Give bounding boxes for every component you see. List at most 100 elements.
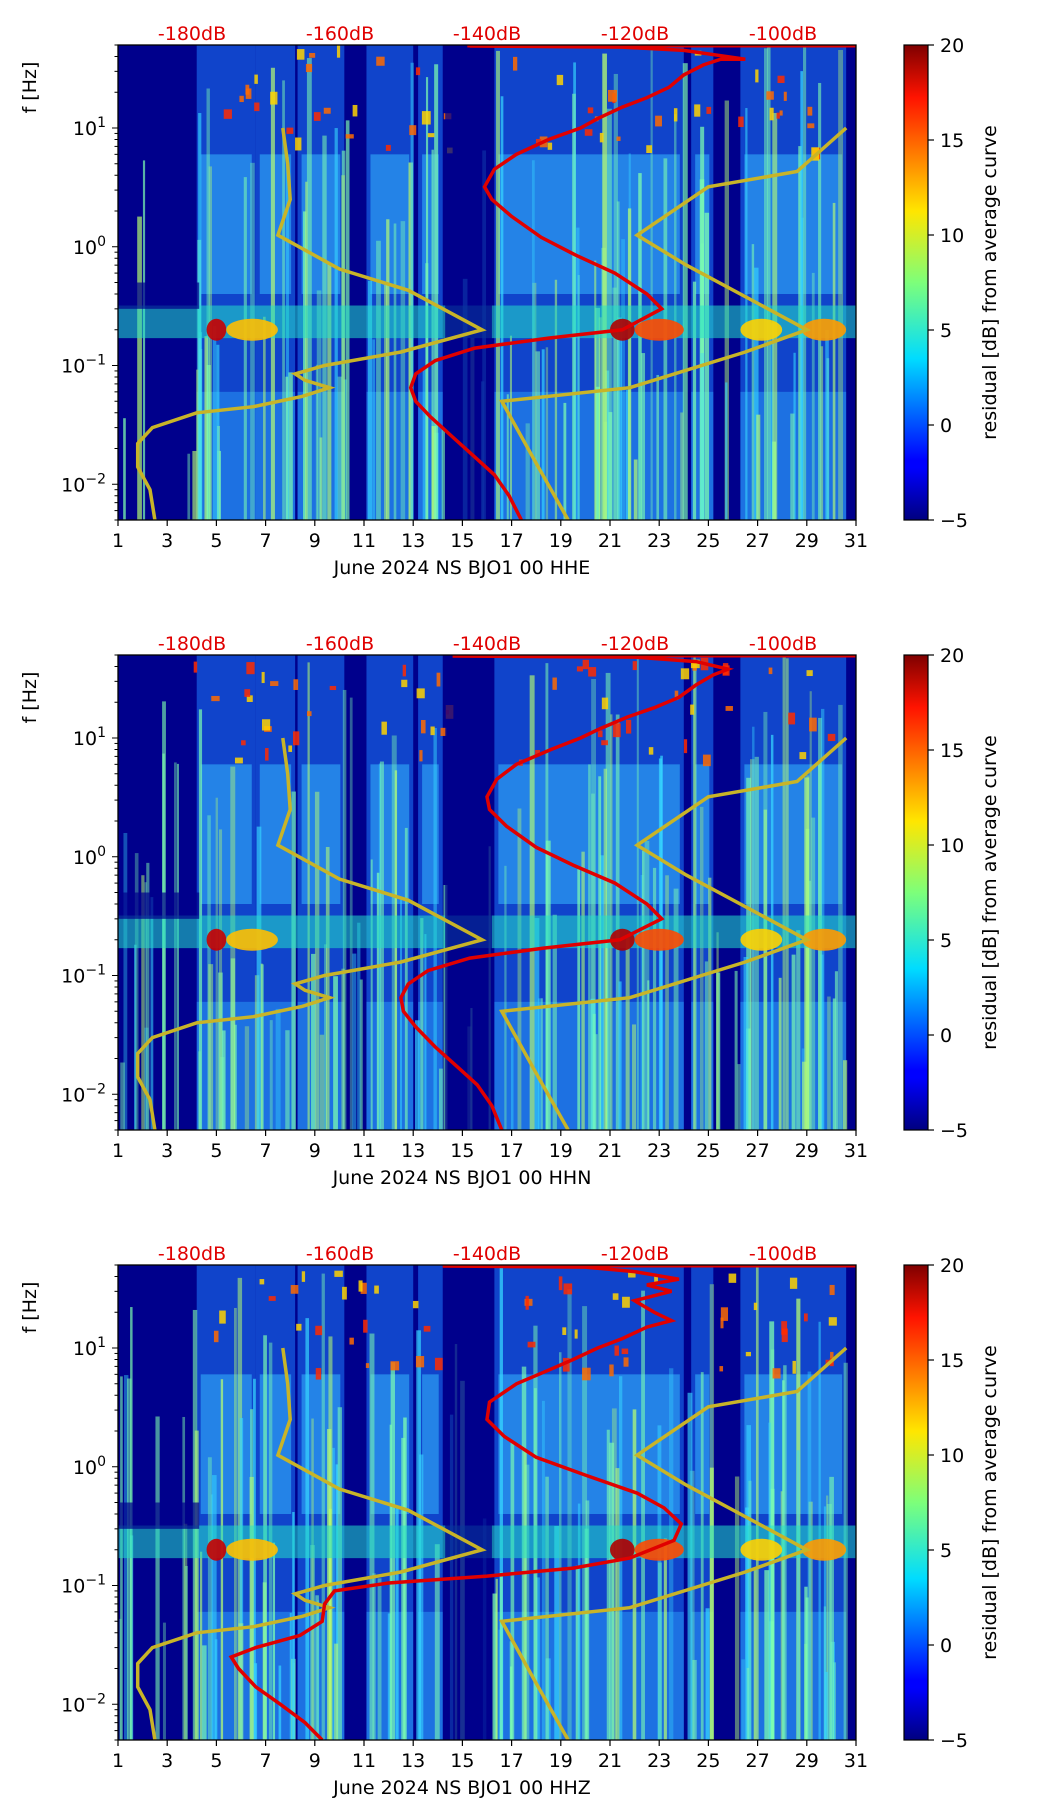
streak xyxy=(216,344,220,520)
streak xyxy=(400,221,406,520)
db-scale-label: -180dB xyxy=(158,1243,226,1265)
streak xyxy=(220,1379,224,1740)
quiet-zone xyxy=(118,892,200,919)
streak xyxy=(192,450,197,520)
x-tick-label: 21 xyxy=(598,530,622,552)
streak xyxy=(291,791,296,1130)
streak xyxy=(325,846,330,1130)
hf-patch xyxy=(807,123,815,129)
hf-patch xyxy=(720,1317,724,1329)
quiet-column xyxy=(445,1265,492,1740)
x-tick-label: 1 xyxy=(112,1750,124,1772)
x-tick-label: 25 xyxy=(696,1140,720,1162)
streak xyxy=(327,263,332,520)
day-band-low xyxy=(691,1001,714,1130)
hf-patch xyxy=(535,750,541,757)
streak xyxy=(591,793,595,1130)
hf-patch xyxy=(385,144,391,151)
streak xyxy=(386,219,390,520)
streak xyxy=(800,71,804,520)
streak xyxy=(499,1572,503,1740)
day-band-low xyxy=(255,1611,296,1740)
plot-area xyxy=(118,655,856,1130)
hf-patch xyxy=(430,726,435,736)
hf-patch xyxy=(345,134,354,139)
streak xyxy=(770,322,774,520)
hf-patch xyxy=(427,133,435,138)
streak xyxy=(582,1306,588,1740)
streak xyxy=(425,263,429,520)
streak xyxy=(657,1562,663,1740)
y-tick-label: 101 xyxy=(73,725,106,750)
db-scale-label: -140dB xyxy=(453,23,521,45)
hf-patch xyxy=(219,1310,226,1324)
colorbar-label: residual [dB] from average curve xyxy=(979,125,1001,440)
streak xyxy=(208,166,212,520)
streak xyxy=(289,1612,292,1740)
hf-patch xyxy=(738,116,744,128)
day-band-core xyxy=(370,154,410,295)
streak xyxy=(202,1645,207,1740)
streak xyxy=(791,954,796,1130)
colorbar-tick-label: 15 xyxy=(940,740,964,762)
colorbar-tick-label: −5 xyxy=(940,510,968,532)
day-band-core xyxy=(744,764,843,905)
hf-patch xyxy=(436,672,441,687)
streak xyxy=(230,958,236,1130)
hf-patch xyxy=(213,1330,219,1343)
hf-patch xyxy=(305,63,313,73)
hf-patch xyxy=(622,1296,630,1308)
hf-patch xyxy=(829,1284,835,1296)
hf-patch xyxy=(293,679,299,690)
day-band-core xyxy=(744,1374,843,1515)
streak xyxy=(554,1525,560,1740)
hf-patch xyxy=(246,662,255,675)
streak xyxy=(319,1034,325,1130)
hf-patch xyxy=(766,91,774,100)
streak xyxy=(275,1008,281,1130)
hf-patch xyxy=(628,1270,636,1278)
streak xyxy=(324,944,327,1130)
streak xyxy=(509,335,512,520)
hf-patch xyxy=(562,1357,570,1372)
streak xyxy=(207,815,211,1130)
streak xyxy=(764,48,768,520)
streak xyxy=(243,177,247,520)
hf-patch xyxy=(683,739,688,754)
x-tick-label: 11 xyxy=(352,530,376,552)
hf-patch xyxy=(525,1295,529,1310)
hf-patch xyxy=(803,1313,808,1322)
streak xyxy=(155,1416,160,1740)
streak xyxy=(552,914,557,1130)
streak xyxy=(233,1307,237,1740)
day-band-core xyxy=(744,154,843,295)
streak xyxy=(753,1567,757,1740)
streak xyxy=(359,979,363,1130)
hf-patch xyxy=(827,733,836,742)
streak xyxy=(306,58,312,520)
streak xyxy=(162,1622,166,1740)
streak xyxy=(249,1476,254,1740)
y-tick-label: 10−2 xyxy=(61,1691,106,1716)
streak xyxy=(603,768,608,1130)
hf-patch xyxy=(648,747,654,755)
x-tick-label: 29 xyxy=(795,1140,819,1162)
streak xyxy=(120,1062,125,1130)
streak xyxy=(652,867,657,1130)
hf-patch xyxy=(265,748,269,761)
colorbar-tick-label: 5 xyxy=(940,930,952,952)
microseism-peak xyxy=(206,928,227,951)
streak xyxy=(137,216,142,520)
streak xyxy=(134,944,137,1130)
streak xyxy=(506,394,509,520)
hf-patch xyxy=(416,688,425,699)
hf-patch xyxy=(720,1307,729,1321)
hf-patch xyxy=(601,697,609,710)
hf-patch xyxy=(376,56,385,66)
streak xyxy=(311,1418,314,1740)
streak xyxy=(496,50,500,520)
x-axis-label: June 2024 NS BJO1 00 HHZ xyxy=(332,1777,591,1799)
day-band-core xyxy=(200,1374,252,1515)
streak xyxy=(641,1290,645,1740)
x-tick-label: 17 xyxy=(500,1750,524,1772)
